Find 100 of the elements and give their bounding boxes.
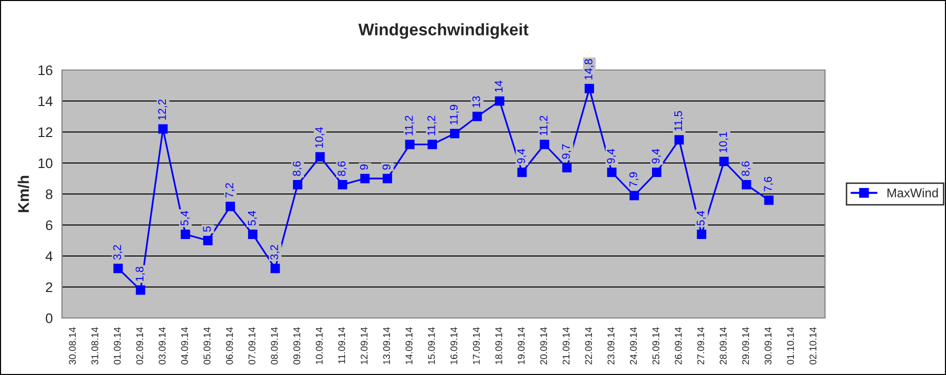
data-label: 11,5: [674, 111, 684, 131]
x-tick-label: 10.09.14: [316, 327, 323, 364]
data-label: 9,7: [562, 144, 572, 159]
y-tick-label: 6: [46, 220, 52, 230]
data-label: 5,4: [696, 210, 706, 226]
x-tick-label: 19.09.14: [518, 327, 525, 364]
x-tick-label: 11.09.14: [338, 327, 346, 364]
chart-title: Windgeschwindigkeit: [358, 23, 528, 39]
data-label: 11,2: [404, 116, 414, 136]
data-label: 5,4: [180, 210, 190, 226]
data-label: 5: [203, 226, 211, 232]
point: [428, 140, 437, 150]
point: [338, 180, 348, 190]
data-label: 9: [382, 164, 390, 170]
point: [630, 190, 639, 200]
point: [226, 202, 235, 212]
point: [652, 168, 662, 177]
point: [405, 140, 415, 150]
x-tick-label: 26.09.14: [674, 327, 682, 364]
point: [270, 264, 280, 274]
data-label: 11,2: [540, 116, 549, 136]
x-tick-label: 15.09.14: [428, 327, 435, 364]
point: [540, 140, 550, 150]
x-tick-label: 07.09.14: [248, 327, 256, 364]
data-label: 9,4: [652, 148, 661, 164]
data-label: 14,8: [584, 59, 594, 80]
data-label: 14: [494, 80, 502, 92]
x-tick-label: 01.10.14: [787, 327, 794, 364]
data-label: 1,8: [136, 266, 145, 281]
x-tick-label: 13.09.14: [383, 327, 390, 364]
point: [158, 124, 168, 134]
data-label: 9,4: [606, 148, 616, 164]
data-label: 8,6: [742, 161, 751, 176]
x-tick-label: 30.09.14: [764, 327, 772, 364]
x-tick-label: 02.10.14: [810, 327, 816, 364]
data-label: 11,9: [450, 104, 460, 124]
point: [113, 264, 123, 274]
y-tick-label: 2: [46, 282, 52, 292]
point: [719, 156, 729, 166]
x-tick-label: 28.09.14: [720, 327, 727, 364]
y-tick-label: 16: [38, 65, 52, 76]
x-tick-label: 23.09.14: [608, 327, 614, 364]
data-label: 13: [472, 96, 480, 108]
point: [696, 230, 706, 239]
point: [360, 174, 370, 184]
point: [607, 168, 616, 177]
x-tick-label: 04.09.14: [181, 327, 188, 364]
x-tick-label: 30.08.14: [68, 327, 76, 364]
data-label: 11,2: [427, 116, 437, 136]
y-tick-label: 0: [46, 313, 52, 324]
point: [562, 162, 572, 172]
legend-label: MaxWind: [888, 188, 938, 198]
x-tick-label: 27.09.14: [697, 327, 704, 364]
x-tick-label: 29.09.14: [742, 327, 750, 364]
point: [472, 112, 482, 122]
x-tick-label: 02.09.14: [136, 327, 144, 364]
point: [136, 285, 146, 295]
point: [180, 230, 190, 239]
data-label: 7,6: [764, 176, 774, 192]
y-tick-label: 4: [46, 251, 53, 262]
data-label: 3,2: [113, 245, 122, 260]
data-label: 8,6: [338, 161, 347, 176]
point: [764, 196, 774, 205]
x-tick-label: 31.08.14: [91, 327, 98, 364]
x-tick-label: 22.09.14: [585, 327, 592, 364]
data-label: 10,1: [719, 132, 728, 152]
y-axis-title: Km/h: [18, 176, 30, 212]
y-tick-label: 12: [38, 127, 52, 138]
point: [742, 180, 752, 190]
x-tick-label: 24.09.14: [630, 327, 637, 364]
x-tick-label: 18.09.14: [495, 327, 502, 364]
x-tick-label: 12.09.14: [360, 327, 368, 364]
point: [203, 236, 213, 246]
x-tick-label: 06.09.14: [226, 327, 233, 364]
y-tick-label: 14: [38, 96, 53, 106]
x-tick-label: 21.09.14: [562, 327, 570, 364]
x-tick-label: 16.09.14: [450, 327, 458, 364]
data-label: 3,2: [270, 245, 280, 260]
y-tick-label: 8: [46, 189, 52, 200]
data-label: 9,4: [517, 148, 526, 164]
x-tick-label: 08.09.14: [270, 327, 278, 364]
data-label: 7,9: [629, 172, 639, 187]
data-label: 10,4: [315, 127, 324, 148]
point: [584, 84, 594, 94]
point: [494, 96, 504, 106]
x-tick-label: 14.09.14: [406, 327, 412, 364]
x-tick-label: 09.09.14: [293, 327, 300, 364]
point: [674, 135, 684, 144]
point: [382, 174, 392, 184]
point: [315, 152, 325, 162]
data-label: 5,4: [248, 210, 258, 226]
data-label: 8,6: [292, 161, 302, 176]
y-tick-label: 10: [38, 158, 52, 168]
data-label: 7,2: [225, 183, 235, 198]
x-tick-label: 17.09.14: [472, 327, 480, 364]
x-tick-label: 03.09.14: [158, 327, 166, 364]
point: [248, 230, 258, 239]
x-tick-label: 01.09.14: [114, 327, 121, 364]
x-tick-label: 20.09.14: [540, 327, 548, 364]
data-label: 12,2: [158, 100, 168, 120]
